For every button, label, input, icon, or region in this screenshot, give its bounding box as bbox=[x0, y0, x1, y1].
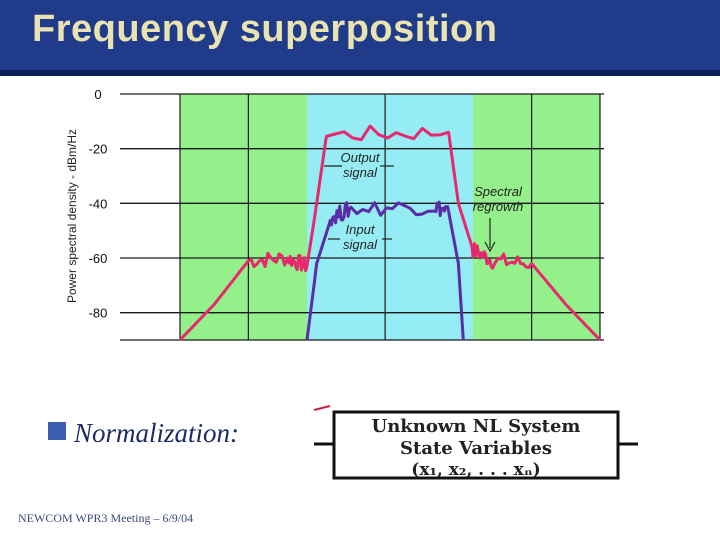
nl-system-box bbox=[332, 410, 620, 480]
nl-system-line1: Unknown NL System bbox=[372, 416, 581, 437]
nl-system-line3: (x₁, x₂, . . . xₙ) bbox=[411, 460, 540, 480]
spectrum-chart-svg: 0 -20 -40 -60 -80 Power spectral density - d… bbox=[65, 87, 604, 342]
regrowth-arrowhead bbox=[484, 241, 496, 253]
output-label-line1: Output bbox=[340, 150, 380, 165]
normalization-text: Normalization: bbox=[74, 418, 240, 448]
output-label-line2: signal bbox=[343, 165, 378, 180]
series-line-output bbox=[178, 124, 602, 342]
series-line-input bbox=[305, 200, 465, 341]
y-tick-label: 0 bbox=[94, 87, 101, 102]
input-label-line1: Input bbox=[346, 222, 376, 237]
red-tick-mark bbox=[313, 405, 331, 411]
bullet-marker bbox=[48, 422, 66, 440]
y-tick-label: -60 bbox=[89, 251, 108, 266]
slide-title: Frequency superposition bbox=[32, 8, 498, 50]
footer-text: NEWCOM WPR3 Meeting – 6/9/04 bbox=[18, 511, 194, 525]
nl-system-line2: State Variables bbox=[400, 438, 552, 459]
y-tick-label: -40 bbox=[89, 196, 108, 211]
regrowth-label-line1: Spectral bbox=[474, 184, 523, 199]
y-axis-label: Power spectral density - dBm/Hz bbox=[65, 129, 79, 303]
input-label-line2: signal bbox=[343, 237, 378, 252]
title-bar: Frequency superposition bbox=[0, 0, 720, 76]
regrowth-label-line2: regrowth bbox=[473, 199, 524, 214]
nl-system-diagram: Unknown NL System State Variables (x₁, x… bbox=[312, 400, 642, 486]
y-tick-label: -80 bbox=[89, 306, 108, 321]
spectrum-chart: 0 -20 -40 -60 -80 Power spectral density - d… bbox=[60, 86, 608, 348]
y-tick-label: -20 bbox=[89, 142, 108, 157]
